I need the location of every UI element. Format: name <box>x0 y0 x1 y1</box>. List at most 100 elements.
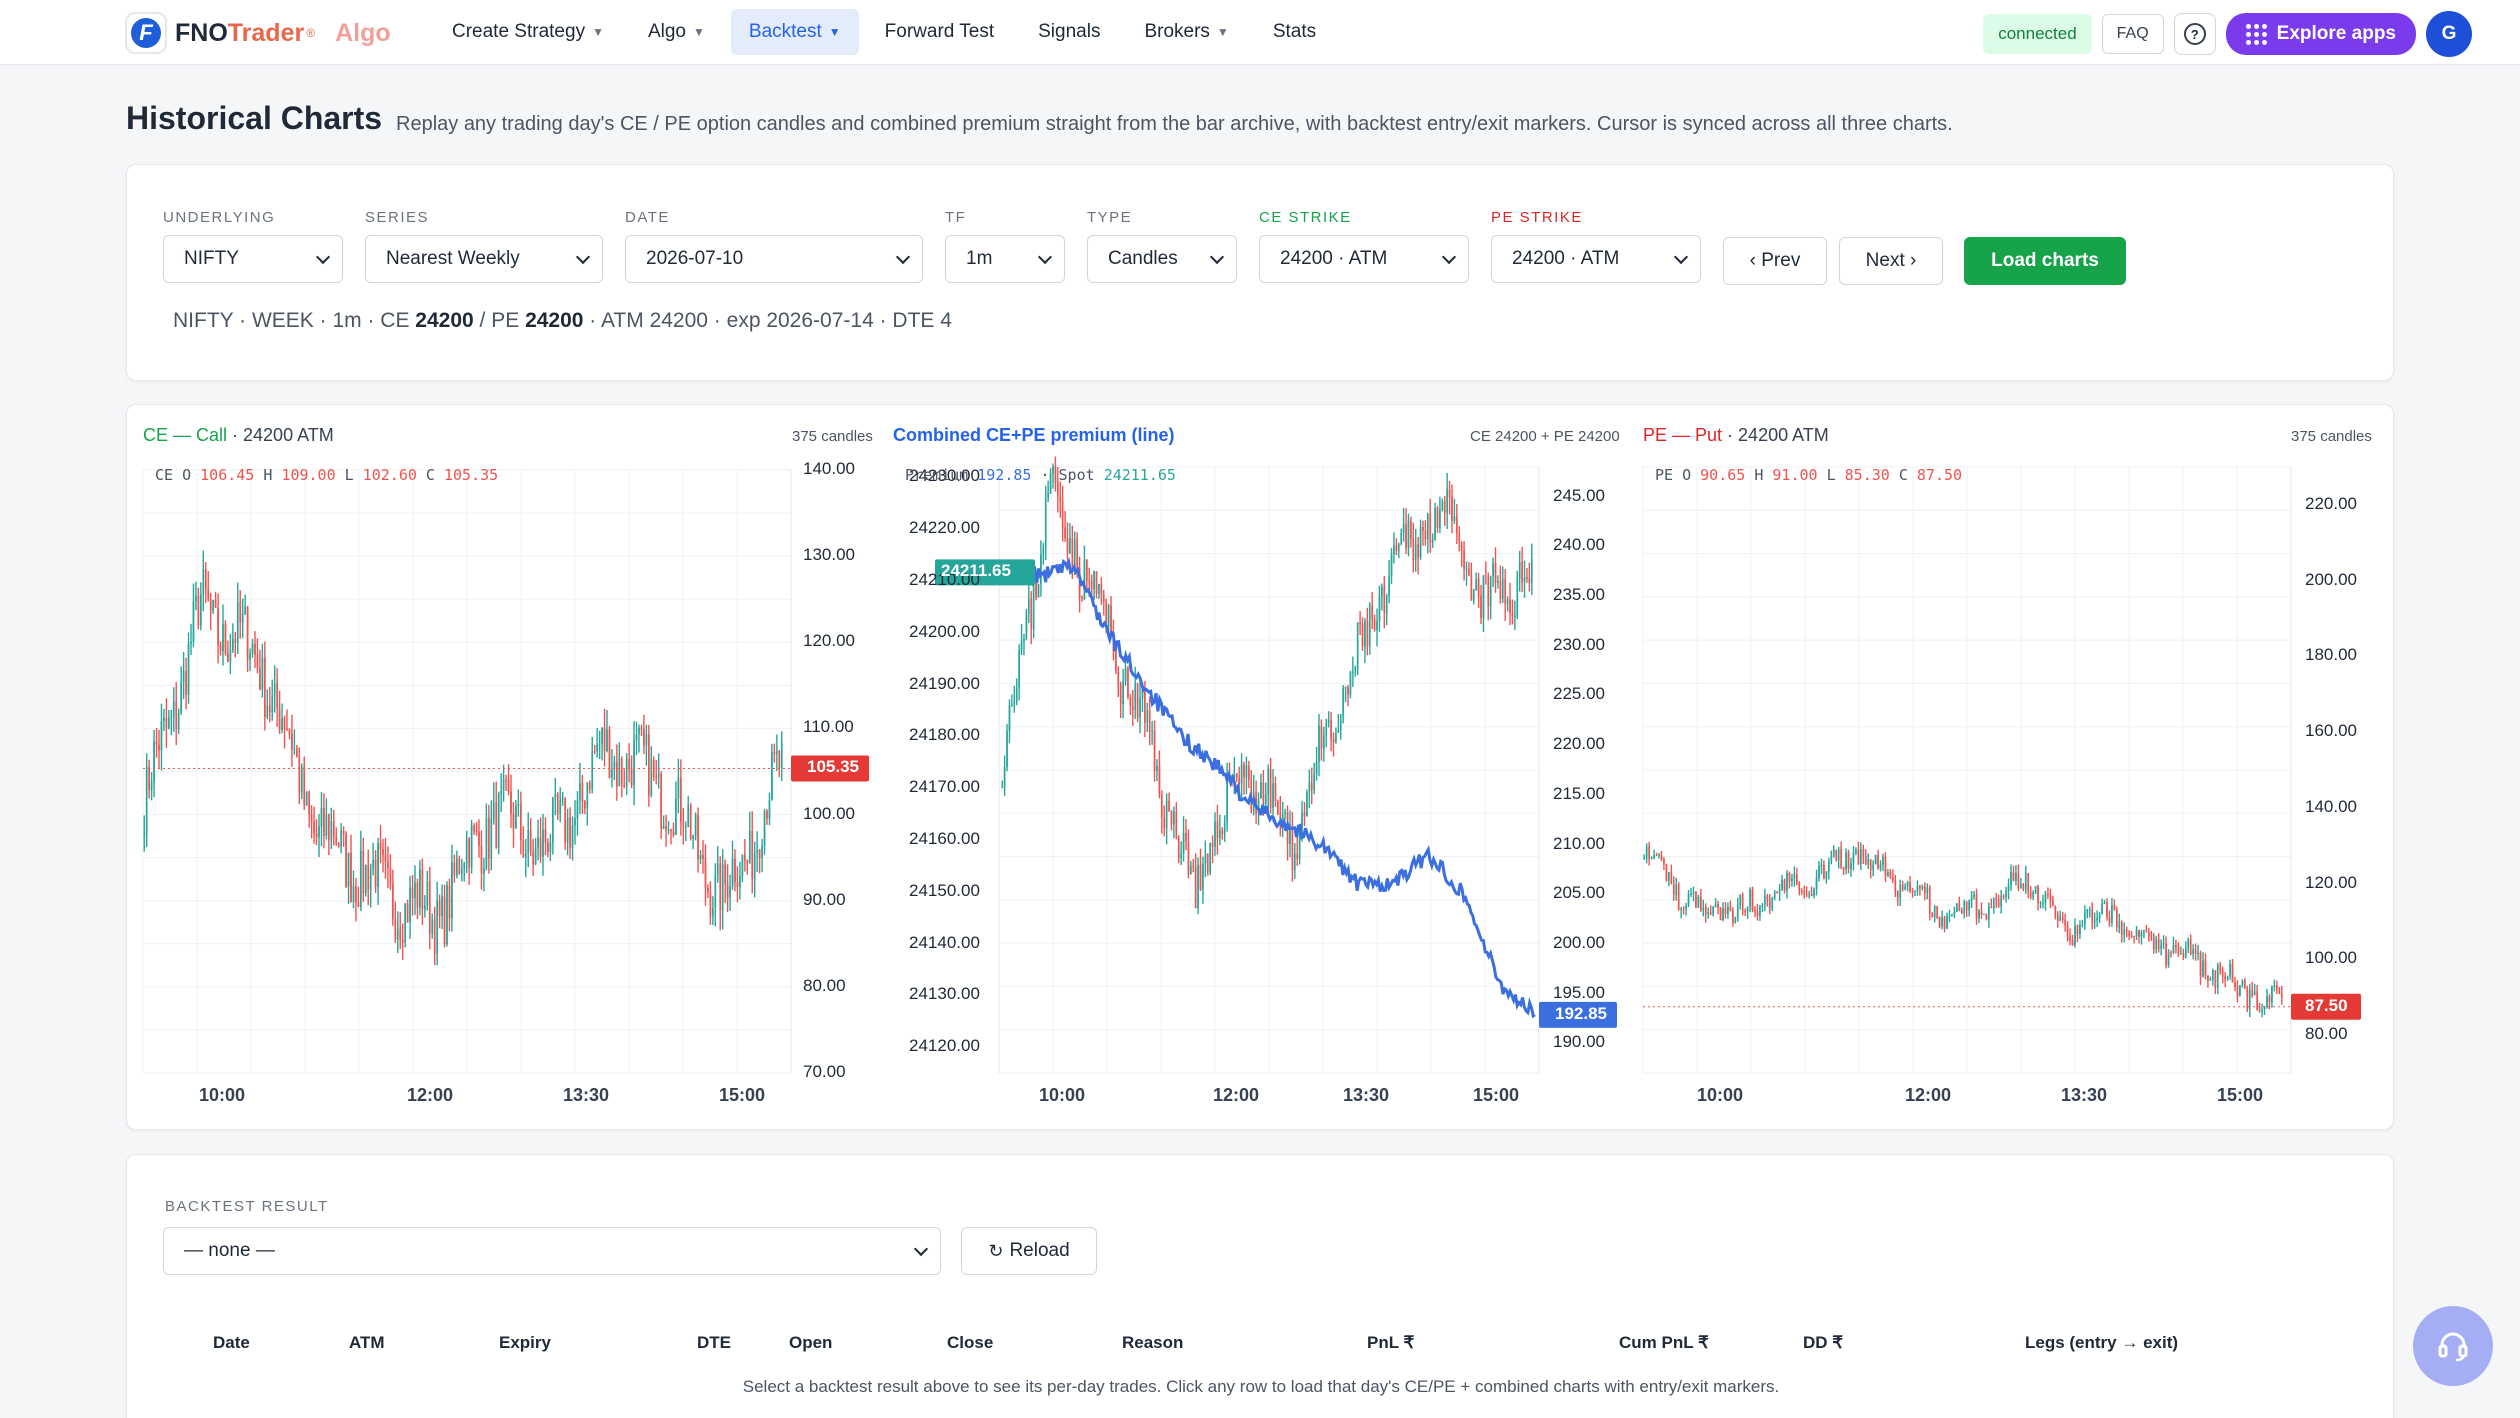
ce-candle <box>239 602 242 623</box>
ce-candle <box>746 860 749 864</box>
pe-strike-control: PE STRIKE 24200 · ATM <box>1491 209 1701 283</box>
ce-candle <box>655 777 658 779</box>
nav-item-backtest[interactable]: Backtest ▼ <box>730 9 859 55</box>
user-avatar[interactable]: G <box>2426 11 2472 57</box>
column-header[interactable]: DTE <box>697 1333 731 1352</box>
ce-candle <box>298 756 301 793</box>
y-tick-label: 140.00 <box>2305 796 2357 816</box>
ce-candlestick-chart[interactable] <box>127 405 2395 1131</box>
ce-strike-select[interactable]: 24200 · ATM <box>1259 235 1469 283</box>
brand-fno: FNO <box>175 18 228 47</box>
series-select[interactable]: Nearest Weekly <box>365 235 603 283</box>
help-button[interactable]: ? <box>2173 13 2216 55</box>
pe-strike-select[interactable]: 24200 · ATM <box>1491 235 1701 283</box>
ce-candle <box>463 863 466 869</box>
ce-candle <box>268 705 271 713</box>
backtest-result-select[interactable]: — none — <box>163 1227 941 1275</box>
column-header[interactable]: DD ₹ <box>1803 1333 1844 1352</box>
ce-candle <box>522 840 525 858</box>
ce-candle <box>313 821 315 834</box>
ce-candle <box>236 602 239 643</box>
brand-logo[interactable]: F FNO Trader ® Algo <box>125 12 391 54</box>
ce-candle <box>291 733 293 750</box>
ce-candle <box>559 799 562 814</box>
last-price-label: 87.50 <box>2305 995 2348 1015</box>
ce-candle <box>569 817 571 848</box>
ce-candle <box>263 657 266 717</box>
type-select[interactable]: Candles <box>1087 235 1237 283</box>
nav-item-stats[interactable]: Stats <box>1272 21 1317 42</box>
nav-item-forward-test[interactable]: Forward Test <box>884 21 995 42</box>
ce-candle <box>256 655 259 669</box>
ce-candle <box>249 653 251 660</box>
column-header[interactable]: Reason <box>1122 1333 1184 1352</box>
caret-down-icon: ▼ <box>693 25 705 39</box>
ce-candle <box>367 865 370 890</box>
nav-item-algo[interactable]: Algo ▼ <box>647 21 705 42</box>
ce-candle <box>384 854 387 863</box>
ce-candle <box>591 750 594 789</box>
column-header[interactable]: Cum PnL ₹ <box>1619 1333 1709 1352</box>
column-header[interactable]: Expiry <box>499 1333 551 1352</box>
ce-chart-title: CE — Call · 24200 ATM <box>143 425 334 445</box>
nav-item-signals[interactable]: Signals <box>1038 21 1101 42</box>
connection-status-badge: connected <box>1983 14 2092 54</box>
ce-candle <box>623 784 626 787</box>
right-y-tick-label: 205.00 <box>1553 883 1605 903</box>
left-y-tick-label: 24160.00 <box>909 828 980 848</box>
right-y-tick-label: 195.00 <box>1553 982 1605 1002</box>
ce-candle <box>689 805 692 839</box>
timeframe-select[interactable]: 1m <box>945 235 1065 283</box>
x-tick-label: 12:00 <box>1213 1085 1260 1105</box>
ce-candle <box>468 839 471 868</box>
ce-candle <box>519 804 522 841</box>
ce-candle <box>601 727 603 744</box>
chevron-down-icon <box>1037 249 1053 264</box>
ce-candle <box>404 903 407 943</box>
left-y-tick-label: 24210.00 <box>909 569 980 589</box>
ce-candle <box>532 851 535 865</box>
ce-candle <box>182 670 185 683</box>
ce-candle <box>148 766 151 791</box>
question-icon: ? <box>2183 23 2206 45</box>
ce-candle <box>379 843 382 850</box>
right-y-tick-label: 230.00 <box>1553 634 1605 654</box>
date-select[interactable]: 2026-07-10 <box>625 235 923 283</box>
nav-item-create-strategy[interactable]: Create Strategy ▼ <box>452 21 604 42</box>
ce-candle <box>579 783 581 801</box>
ce-candle <box>389 868 392 885</box>
left-y-tick-label: 24230.00 <box>909 466 980 486</box>
nav-item-brokers[interactable]: Brokers ▼ <box>1144 21 1229 42</box>
ce-candle <box>554 793 557 798</box>
ce-candle <box>657 773 660 778</box>
ce-candle <box>475 830 478 832</box>
column-header[interactable]: Date <box>213 1333 250 1352</box>
ce-candle <box>222 623 224 652</box>
next-day-button[interactable]: Next › <box>1839 237 1943 285</box>
ce-candle <box>758 850 761 858</box>
ce-candle <box>716 863 719 875</box>
reload-button[interactable]: ↻ Reload <box>961 1227 1097 1275</box>
apps-grid-icon <box>2245 23 2267 45</box>
underlying-select[interactable]: NIFTY <box>163 235 343 283</box>
prev-day-button[interactable]: ‹ Prev <box>1723 237 1827 285</box>
ce-candle <box>470 825 473 868</box>
ce-candle <box>451 862 453 919</box>
column-header[interactable]: ATM <box>349 1333 385 1352</box>
ce-candle <box>551 797 554 843</box>
explore-apps-button[interactable]: Explore apps <box>2225 13 2416 55</box>
ce-candle <box>428 881 431 934</box>
ce-candle <box>325 814 328 836</box>
faq-button[interactable]: FAQ <box>2101 14 2164 54</box>
ce-candle <box>305 792 308 806</box>
column-header[interactable]: PnL ₹ <box>1367 1333 1415 1352</box>
load-charts-button[interactable]: Load charts <box>1964 237 2126 285</box>
column-header[interactable]: Close <box>947 1333 994 1352</box>
column-header[interactable]: Open <box>789 1333 833 1352</box>
ce-candle <box>374 859 377 887</box>
ce-candle <box>574 818 576 826</box>
ce-candle <box>441 896 443 917</box>
ce-candle <box>697 814 699 860</box>
column-header[interactable]: Legs (entry → exit) <box>2025 1333 2179 1352</box>
support-chat-button[interactable] <box>2413 1306 2493 1386</box>
